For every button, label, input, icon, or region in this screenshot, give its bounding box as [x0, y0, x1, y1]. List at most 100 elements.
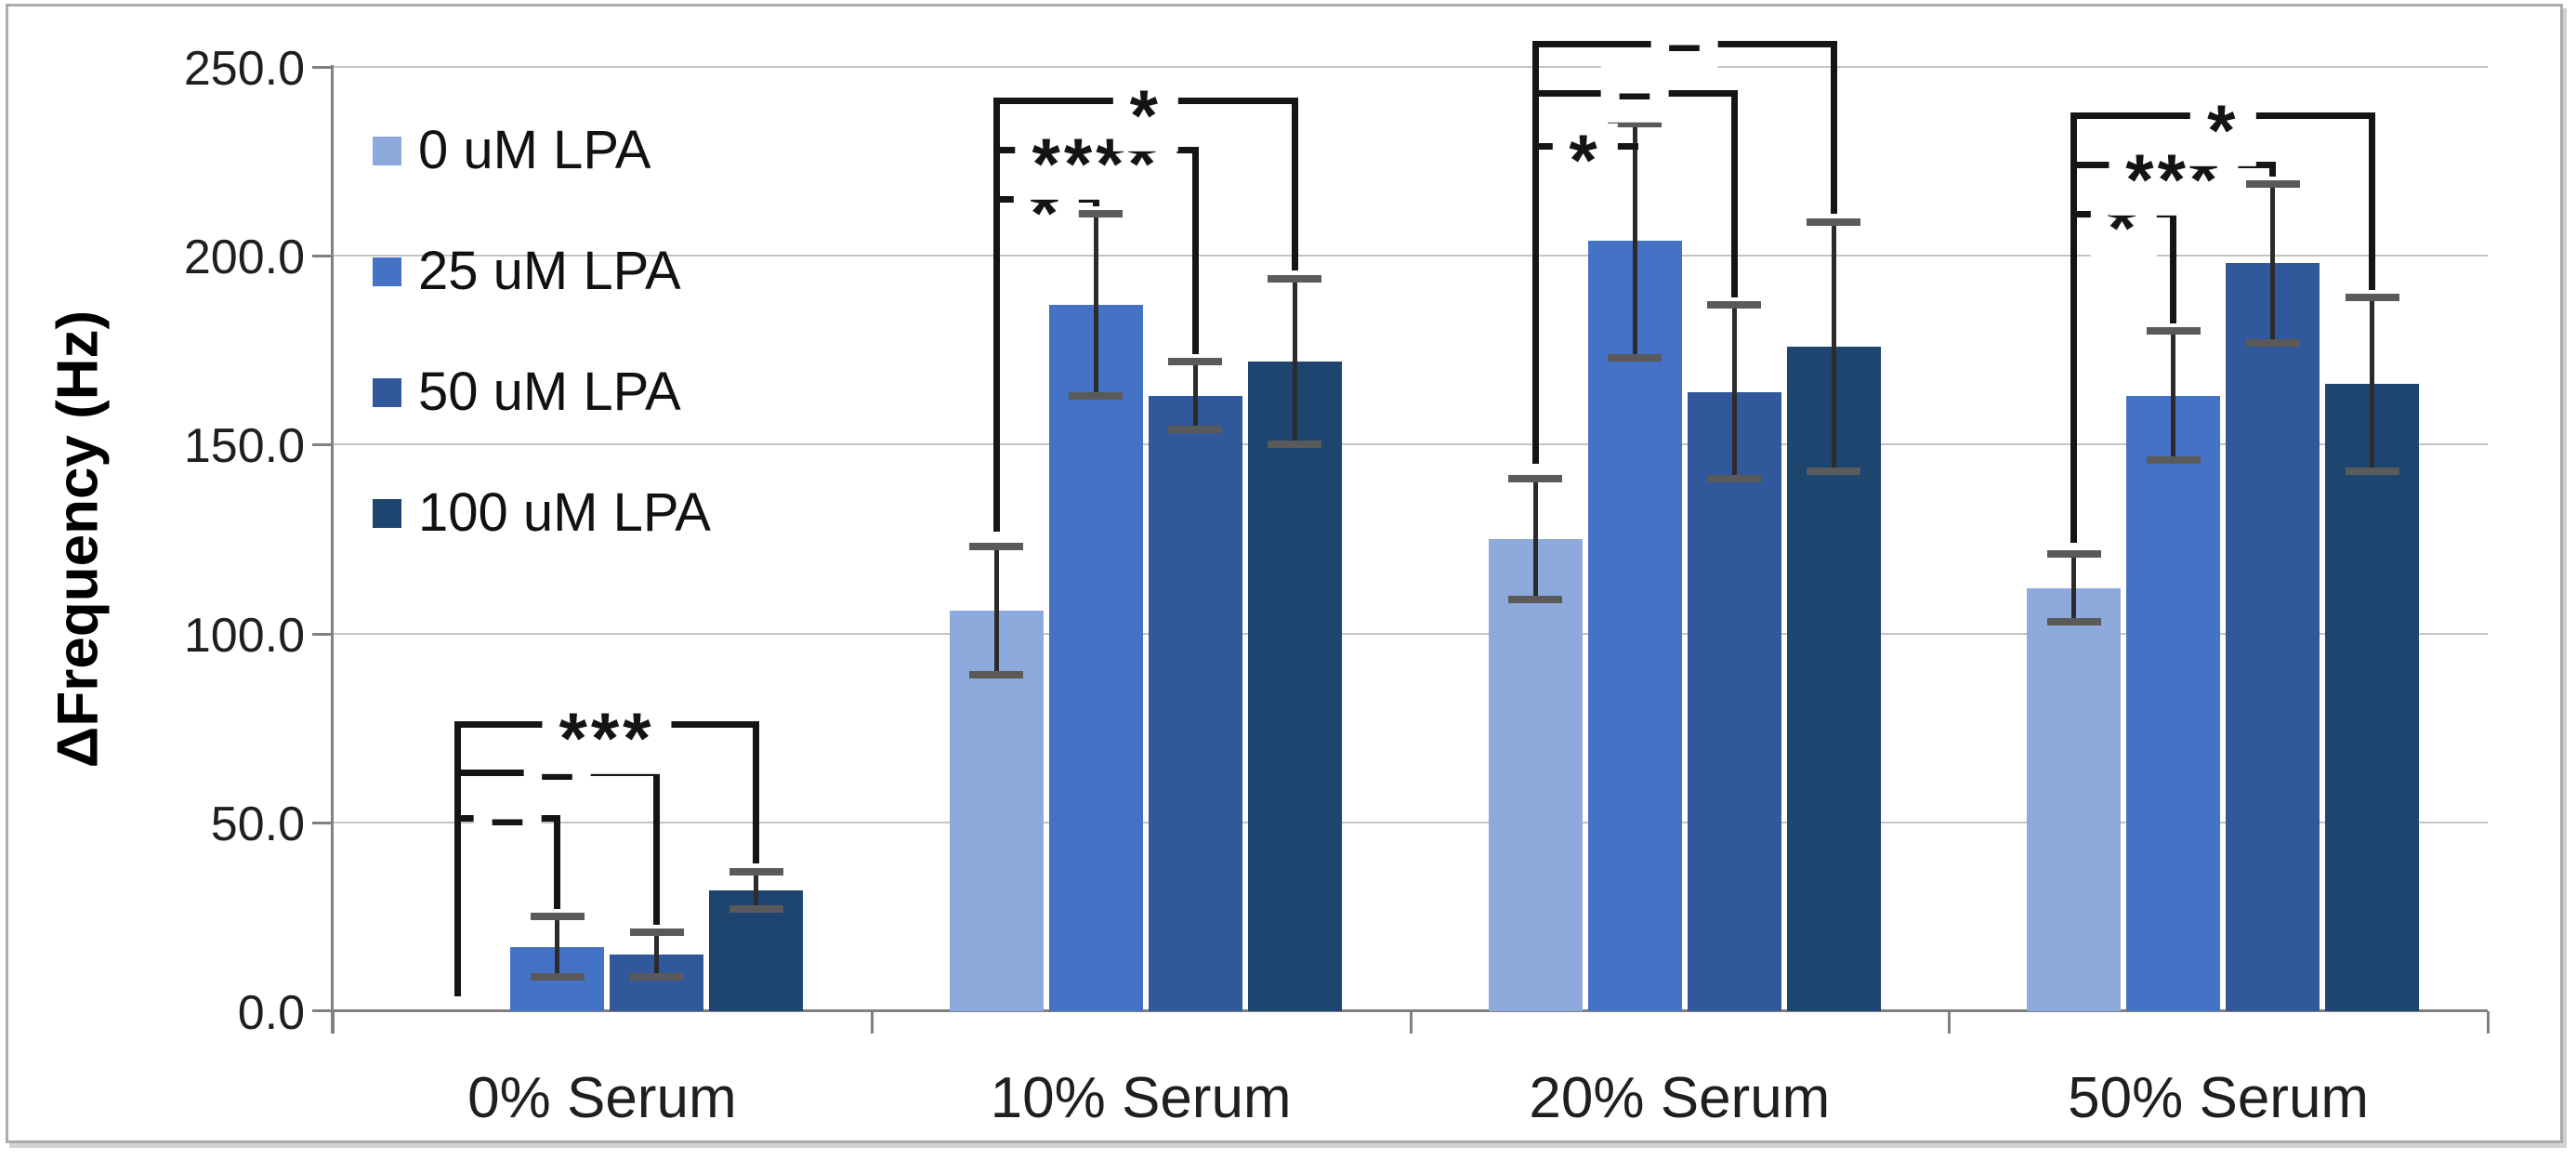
error-cap-top-3-2	[1807, 217, 1860, 226]
y-tick-50	[312, 821, 333, 824]
bar-25-uM-LPA-2	[1587, 240, 1682, 1011]
bar-50-uM-LPA-2	[1687, 391, 1781, 1011]
bar-100-uM-LPA-1	[1247, 361, 1342, 1011]
bracket-label-2-3: –	[1650, 12, 1718, 74]
bracket-drop-1-3	[1291, 100, 1298, 271]
legend-swatch-icon	[373, 377, 401, 407]
legend-swatch-icon	[373, 257, 401, 286]
error-cap-bottom-3-3	[2345, 467, 2399, 475]
gridline-250	[333, 66, 2488, 68]
bracket-drop-0-2	[653, 772, 660, 925]
error-bar-2-3	[2270, 183, 2276, 343]
bracket-stem-2	[1531, 44, 1539, 464]
error-cap-top-0-3	[2046, 550, 2101, 559]
bracket-drop-3-3	[2369, 115, 2376, 290]
bar-100-uM-LPA-3	[2325, 384, 2420, 1011]
legend-item-100-uM-LPA: 100 uM LPA	[373, 485, 711, 541]
error-cap-bottom-0-2	[1508, 596, 1562, 604]
y-tick-label-0.0: 0.0	[237, 986, 305, 1040]
bracket-drop-3-2	[2269, 165, 2277, 177]
error-bar-2-2	[1731, 305, 1737, 479]
legend-label: 25 uM LPA	[418, 241, 681, 301]
error-cap-top-3-3	[2345, 293, 2399, 301]
error-cap-top-2-3	[2245, 179, 2300, 188]
x-tick-0	[332, 1011, 335, 1034]
error-cap-bottom-1-2	[1608, 353, 1662, 362]
error-cap-bottom-3-0	[729, 905, 783, 914]
error-bar-3-2	[1831, 221, 1836, 471]
y-tick-label-200.0: 200.0	[183, 230, 305, 285]
bar-50-uM-LPA-3	[2226, 263, 2320, 1011]
bracket-drop-0-3	[753, 724, 759, 864]
y-tick-200	[312, 255, 333, 258]
y-axis-title: ΔFrequency (Hz)	[46, 310, 111, 769]
x-category-label-1: 10% Serum	[990, 1066, 1292, 1130]
error-cap-top-3-1	[1268, 274, 1322, 283]
gridline-50	[333, 821, 2488, 823]
x-category-label-2: 20% Serum	[1529, 1066, 1831, 1130]
bar-25-uM-LPA-1	[1048, 305, 1143, 1011]
error-bar-2-1	[1192, 361, 1198, 430]
bar-25-uM-LPA-3	[2126, 395, 2221, 1011]
bar-0-uM-LPA-2	[1488, 539, 1583, 1011]
error-bar-2-0	[654, 931, 659, 978]
bracket-drop-3-1	[2170, 214, 2177, 324]
error-bar-1-3	[2171, 331, 2176, 460]
y-tick-label-100.0: 100.0	[183, 608, 305, 663]
y-tick-250	[312, 66, 333, 69]
x-axis-line	[312, 1009, 2488, 1012]
error-cap-top-1-2	[1608, 119, 1662, 127]
error-cap-bottom-2-0	[629, 973, 684, 981]
error-cap-top-1-1	[1069, 210, 1124, 218]
x-tick-1	[870, 1011, 874, 1034]
error-cap-top-2-0	[629, 928, 684, 936]
error-cap-top-1-0	[530, 913, 585, 921]
error-cap-top-0-1	[969, 543, 1024, 551]
error-cap-bottom-0-1	[969, 671, 1024, 679]
error-cap-top-1-3	[2146, 327, 2201, 336]
error-cap-top-3-0	[729, 867, 783, 876]
error-bar-3-0	[754, 871, 758, 910]
error-cap-top-2-1	[1168, 357, 1223, 365]
bracket-stem-3	[2070, 115, 2078, 544]
legend-label: 100 uM LPA	[418, 482, 711, 543]
y-axis-line	[331, 65, 334, 1034]
error-cap-bottom-1-3	[2146, 455, 2201, 464]
error-cap-bottom-0-3	[2046, 618, 2101, 626]
bracket-stem-1	[992, 100, 1000, 532]
bracket-label-1-2: ****	[1015, 127, 1176, 201]
x-category-label-0: 0% Serum	[467, 1066, 737, 1130]
bracket-drop-1-1	[1092, 199, 1099, 207]
bracket-drop-2-2	[1730, 93, 1738, 297]
error-bar-1-1	[1093, 214, 1098, 396]
gridline-100	[333, 632, 2488, 635]
x-tick-3	[1948, 1011, 1952, 1034]
legend-label: 50 uM LPA	[418, 362, 681, 422]
error-cap-bottom-3-2	[1807, 467, 1860, 475]
error-bar-1-0	[555, 916, 559, 978]
y-tick-150	[312, 443, 333, 447]
error-bar-0-2	[1532, 478, 1538, 600]
error-cap-bottom-1-1	[1069, 391, 1124, 400]
gridline-200	[333, 255, 2488, 257]
bracket-stem-0	[454, 724, 461, 996]
error-cap-bottom-1-0	[530, 973, 585, 981]
error-bar-0-1	[993, 547, 999, 676]
bracket-label-2-1: *	[1552, 124, 1618, 197]
bracket-drop-1-2	[1191, 150, 1199, 354]
error-cap-bottom-2-1	[1168, 426, 1223, 434]
error-bar-3-1	[1292, 278, 1297, 445]
error-bar-1-2	[1632, 123, 1637, 358]
error-bar-3-3	[2370, 296, 2375, 471]
bracket-drop-2-3	[1830, 44, 1837, 215]
bracket-label-3-3: *	[2190, 93, 2256, 166]
gridline-150	[333, 443, 2488, 446]
legend-swatch-icon	[373, 136, 401, 165]
bar-50-uM-LPA-1	[1148, 395, 1242, 1011]
x-tick-2	[1409, 1011, 1413, 1034]
error-cap-top-2-2	[1707, 301, 1761, 310]
y-tick-label-150.0: 150.0	[183, 419, 305, 474]
y-tick-label-50.0: 50.0	[210, 797, 305, 851]
